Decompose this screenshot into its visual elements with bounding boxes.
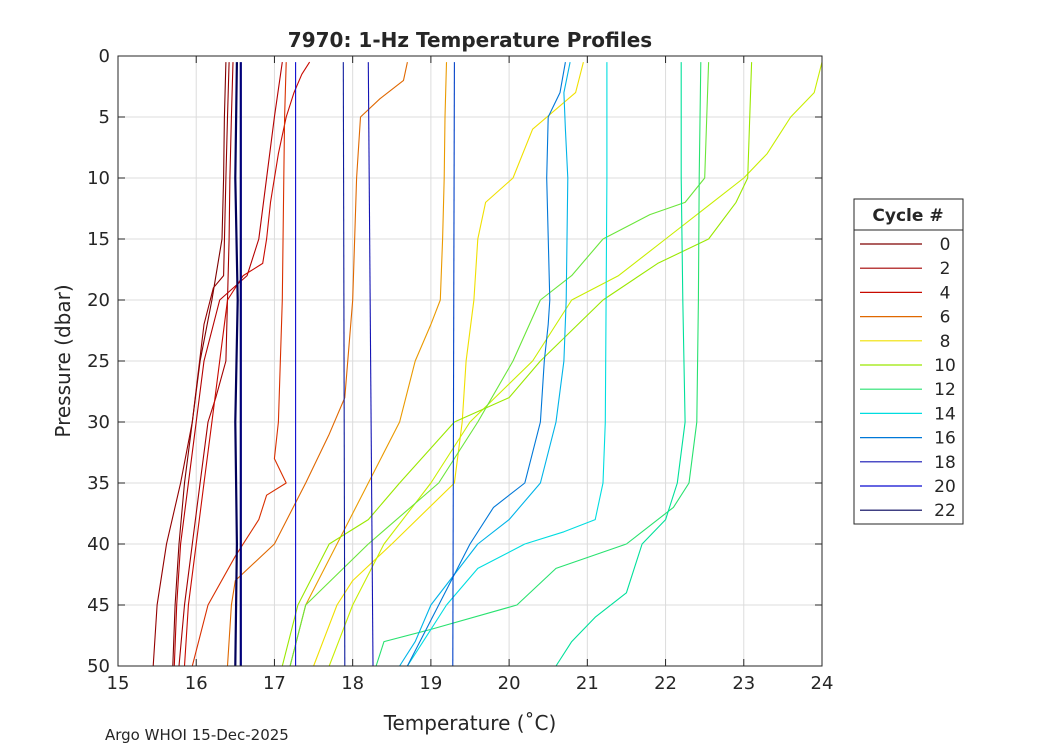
y-tick-label: 5 — [99, 107, 110, 128]
x-tick-label: 21 — [576, 673, 599, 694]
y-tick-label: 25 — [87, 351, 110, 372]
x-tick-label: 18 — [341, 673, 364, 694]
series-line-cycle-8 — [313, 61, 584, 667]
y-tick-label: 35 — [87, 473, 110, 494]
x-tick-label: 16 — [185, 673, 208, 694]
series-line-cycle-13 — [555, 62, 686, 667]
y-tick-label: 45 — [87, 595, 110, 616]
legend-box — [853, 198, 964, 525]
legend-label-cycle-2: 2 — [940, 259, 951, 279]
y-tick-label: 10 — [87, 168, 110, 189]
legend-label-cycle-14: 14 — [934, 404, 956, 424]
footer-credit: Argo WHOI 15-Dec-2025 — [105, 726, 289, 744]
y-axis-label: Pressure (dbar) — [51, 284, 75, 437]
series-line-cycle-5 — [191, 62, 287, 667]
series-group — [152, 61, 823, 667]
axis-ticks: 15 16 17 18 19 20 21 22 23 24 0 5 10 15 20 25 30 35 40 45 50 — [87, 46, 833, 694]
legend-label-cycle-10: 10 — [934, 356, 956, 376]
series-line-cycle-2 — [178, 62, 234, 667]
chart-title: 7970: 1-Hz Temperature Profiles — [288, 28, 652, 52]
y-tick-label: 30 — [87, 412, 110, 433]
series-line-cycle-15 — [399, 61, 571, 667]
series-line-cycle-12 — [375, 62, 702, 667]
legend: Cycle # 0 2 4 6 8 10 12 14 16 18 20 22 — [853, 198, 964, 525]
series-line-cycle-22 — [234, 62, 239, 667]
y-tick-label: 20 — [87, 290, 110, 311]
x-tick-label: 23 — [732, 673, 755, 694]
x-tick-label: 17 — [263, 673, 286, 694]
series-line-cycle-6 — [226, 61, 408, 667]
legend-label-cycle-20: 20 — [934, 477, 956, 497]
series-line-cycle-18 — [367, 62, 374, 667]
x-tick-label: 15 — [107, 673, 130, 694]
legend-label-cycle-18: 18 — [934, 453, 956, 473]
legend-label-cycle-8: 8 — [940, 332, 951, 352]
x-tick-label: 20 — [498, 673, 521, 694]
legend-items: 0 2 4 6 8 10 12 14 16 18 20 22 — [860, 235, 956, 521]
series-line-cycle-17 — [452, 62, 455, 667]
legend-label-cycle-6: 6 — [940, 308, 951, 328]
series-line-cycle-16 — [406, 62, 566, 667]
series-line-cycle-7 — [289, 62, 448, 667]
legend-title: Cycle # — [872, 206, 943, 226]
series-line-cycle-4 — [183, 61, 311, 667]
x-tick-label: 22 — [654, 673, 677, 694]
legend-label-cycle-12: 12 — [934, 380, 956, 400]
series-line-cycle-19 — [342, 62, 346, 667]
y-tick-label: 0 — [99, 46, 110, 67]
legend-label-cycle-16: 16 — [934, 429, 956, 449]
series-line-cycle-11 — [289, 62, 710, 667]
y-tick-label: 50 — [87, 656, 110, 677]
legend-label-cycle-0: 0 — [940, 235, 951, 255]
series-line-cycle-10 — [281, 62, 753, 667]
series-line-cycle-3 — [173, 62, 283, 667]
series-line-cycle-1 — [152, 62, 230, 667]
x-axis-label: Temperature (˚C) — [383, 711, 557, 735]
series-line-cycle-14 — [406, 62, 608, 667]
x-tick-label: 19 — [419, 673, 442, 694]
legend-label-cycle-4: 4 — [940, 283, 951, 303]
legend-label-cycle-22: 22 — [934, 501, 956, 521]
y-tick-label: 15 — [87, 229, 110, 250]
x-tick-label: 24 — [811, 673, 834, 694]
y-tick-label: 40 — [87, 534, 110, 555]
series-line-cycle-9 — [328, 61, 823, 667]
